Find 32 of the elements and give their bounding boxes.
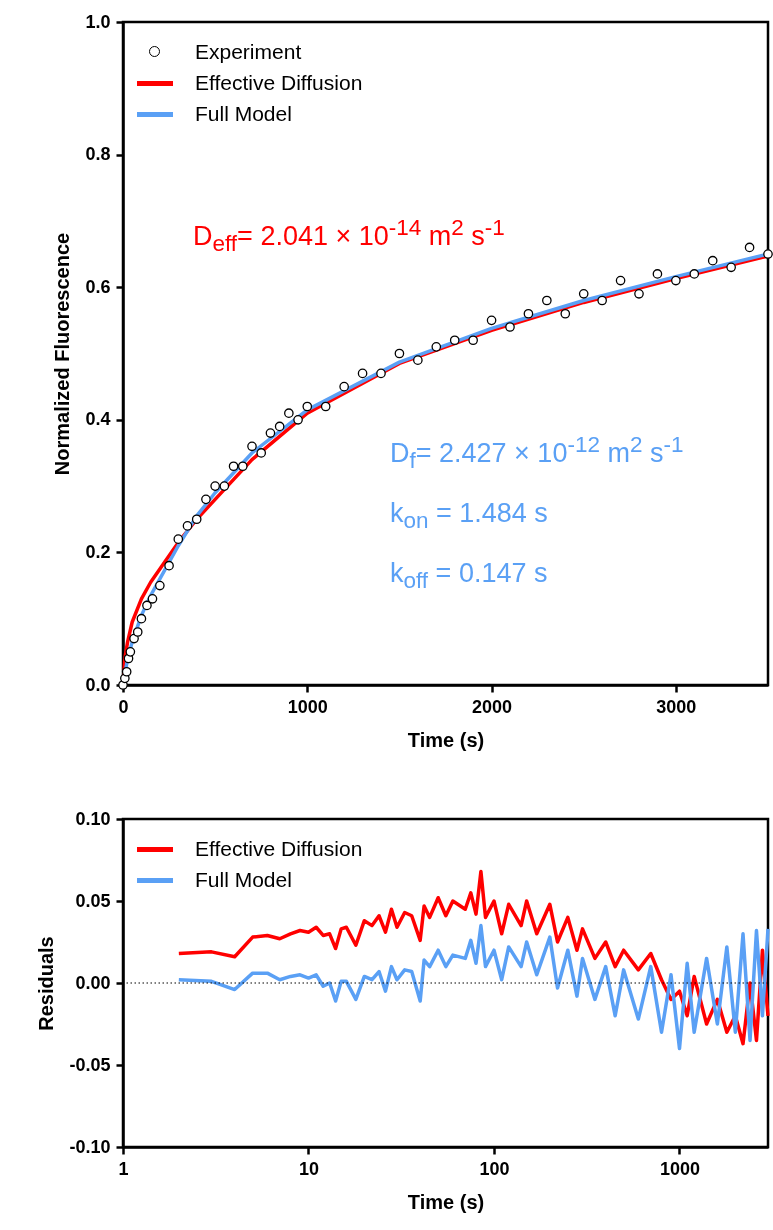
- annotation: D$_{f}$= 2.427 × 10$^{-12}$ m$^{2}$ s$^{-1}$: [390, 432, 684, 475]
- legend-label: Effective Diffusion: [195, 70, 363, 95]
- x-tick-label: 1: [118, 1158, 129, 1179]
- y-tick-label: -0.05: [69, 1054, 111, 1075]
- x-tick-label: 2000: [472, 696, 513, 717]
- x-tick-label: 100: [479, 1158, 510, 1179]
- legend-label: Experiment: [195, 39, 302, 64]
- y-tick-label: 1.0: [85, 11, 111, 32]
- legend-label: Full Model: [195, 101, 292, 126]
- y-tick-label: 0.8: [85, 144, 111, 165]
- y-axis-title: Residuals: [35, 936, 58, 1031]
- x-tick-label: 1000: [659, 1158, 701, 1179]
- annotation: D$_{eff}$= 2.041 × 10$^{-14}$ m$^{2}$ s$^{-1}$: [193, 215, 505, 258]
- y-tick-label: -0.10: [69, 1136, 111, 1157]
- x-axis-title: Time (s): [407, 1190, 485, 1213]
- x-tick-label: 3000: [656, 696, 697, 717]
- y-tick-label: 0.4: [85, 409, 111, 430]
- x-tick-label: 0: [118, 696, 129, 717]
- y-tick-label: 0.00: [75, 972, 111, 993]
- x-axis-title: Time (s): [407, 728, 485, 751]
- legend-label: Full Model: [195, 867, 292, 892]
- annotation: k$_{off}$ = 0.147 s: [390, 558, 548, 595]
- y-tick-label: 0.2: [85, 541, 111, 562]
- y-tick-label: 0.0: [85, 674, 111, 695]
- y-tick-label: 0.10: [75, 808, 111, 829]
- y-axis-title: Normalized Fluorescence: [51, 232, 74, 476]
- y-tick-label: 0.05: [75, 890, 111, 911]
- annotation: k$_{on}$ = 1.484 s: [390, 498, 548, 535]
- x-tick-label: 1000: [287, 696, 328, 717]
- legend-label: Effective Diffusion: [195, 836, 363, 861]
- y-tick-label: 0.6: [85, 276, 111, 297]
- x-tick-label: 10: [298, 1158, 320, 1179]
